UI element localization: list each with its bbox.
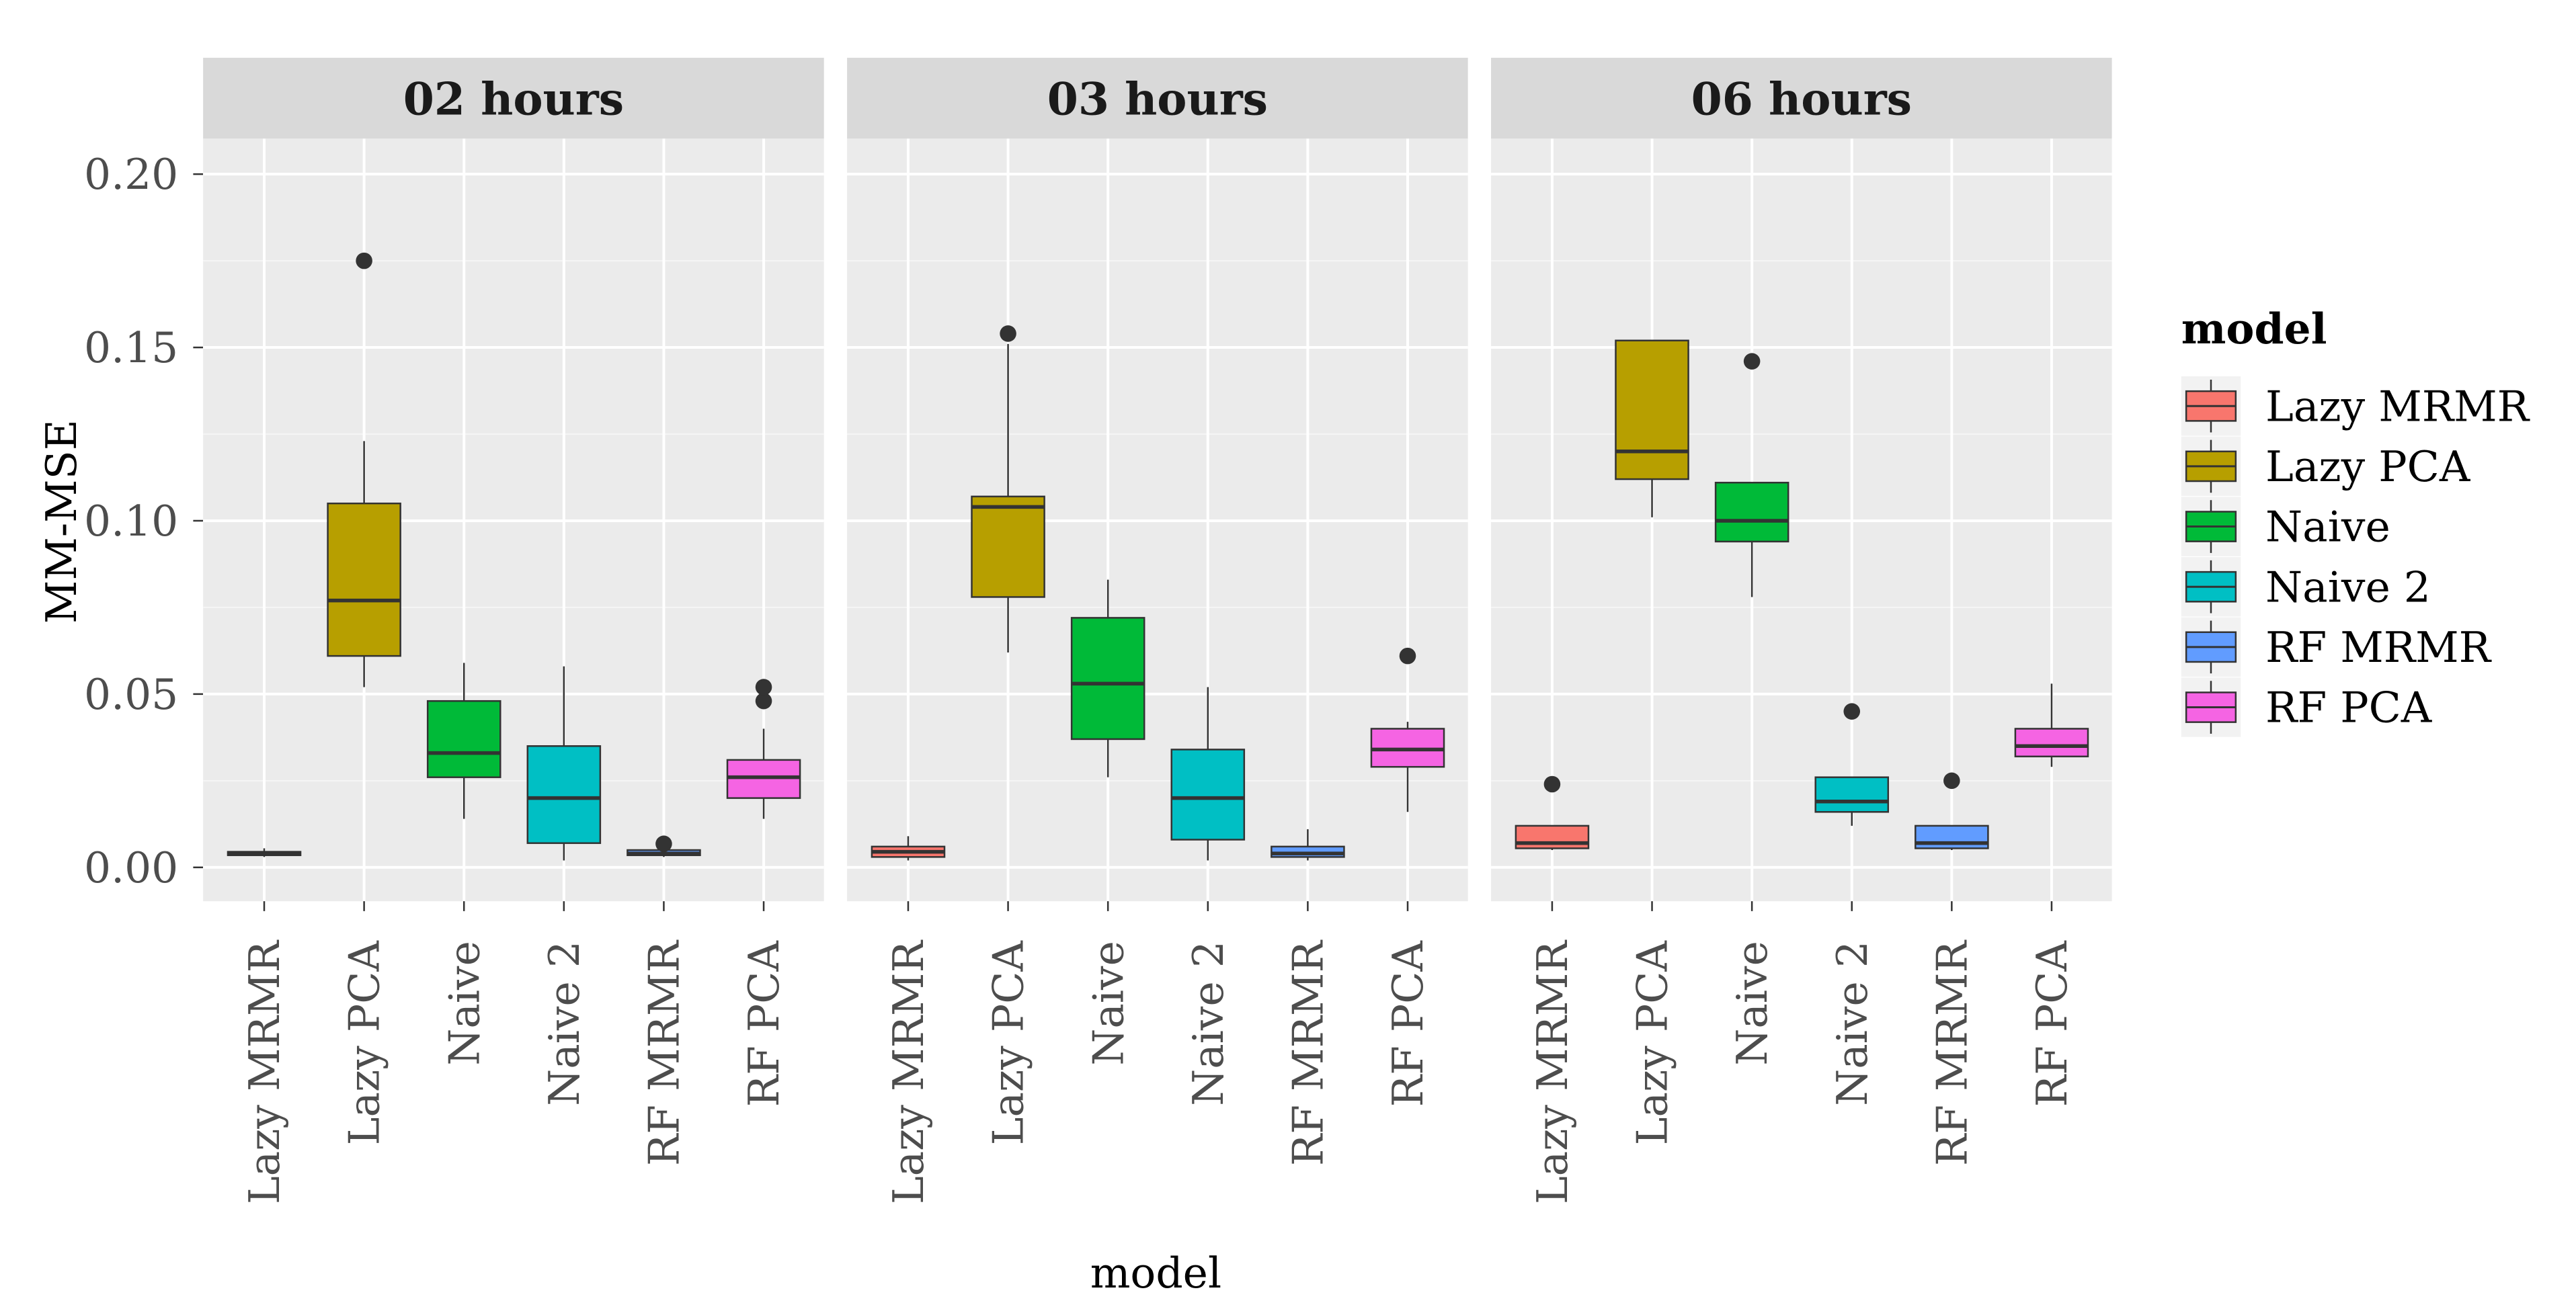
legend-label: Lazy PCA: [2265, 442, 2471, 491]
legend-item-lazy-pca: Lazy PCA: [2181, 436, 2471, 497]
y-tick-label: 0.05: [84, 670, 178, 719]
facet-title: 06 hours: [1691, 73, 1912, 126]
box-rf-mrmr: [1915, 772, 1989, 850]
box-rf-mrmr: [1271, 829, 1345, 861]
outlier-point: [755, 679, 772, 695]
legend-label: RF MRMR: [2265, 623, 2492, 672]
y-tick-label: 0.20: [84, 150, 178, 199]
legend-item-rf-mrmr: RF MRMR: [2181, 617, 2492, 677]
legend-label: Naive 2: [2265, 562, 2431, 612]
facet-strip: [847, 57, 1468, 139]
box-naive-2: [526, 666, 602, 861]
legend-label: Naive: [2265, 503, 2390, 552]
outlier-point: [755, 692, 772, 710]
box-iqr: [1170, 749, 1246, 841]
x-tick-label: RF MRMR: [640, 940, 689, 1167]
legend-label: RF PCA: [2265, 683, 2433, 732]
x-tick-label: RF MRMR: [1283, 940, 1332, 1167]
x-tick-label: RF PCA: [1383, 940, 1433, 1107]
x-tick-label: Lazy MRMR: [240, 940, 289, 1205]
x-tick-label: Naive: [1728, 941, 1777, 1066]
box-rf-pca: [1370, 647, 1445, 812]
box-naive-2: [1170, 687, 1246, 861]
box-iqr: [526, 745, 602, 844]
y-tick-label: 0.10: [84, 497, 178, 546]
box-iqr: [971, 495, 1045, 598]
panel-06-hours: 06 hours Lazy MRMR Lazy PCA Naive Naive 2 RF …: [1491, 57, 2112, 1205]
facet-strip: [203, 57, 824, 139]
y-tick-label: 0.15: [84, 323, 178, 372]
box-naive: [1714, 353, 1789, 597]
panel-02-hours: 02 hours Lazy MRMR Lazy PCA Naive Naive 2 RF …: [203, 57, 824, 1205]
box-iqr: [1070, 617, 1145, 741]
box-lazy-pca: [327, 252, 401, 687]
box-naive: [426, 663, 501, 819]
legend-item-lazy-mrmr: Lazy MRMR: [2181, 376, 2530, 436]
x-tick-label: Lazy MRMR: [1528, 940, 1577, 1205]
box-naive: [1070, 579, 1145, 777]
outlier-point: [1943, 772, 1960, 790]
box-iqr: [1714, 481, 1789, 543]
box-lazy-pca: [1615, 339, 1689, 517]
outlier-point: [1399, 647, 1416, 665]
box-lazy-mrmr: [227, 848, 302, 857]
facet-strip: [1491, 57, 2112, 139]
box-iqr: [1615, 339, 1689, 480]
x-tick-label: RF PCA: [739, 940, 789, 1107]
box-rf-pca: [726, 679, 801, 819]
x-tick-label: Lazy PCA: [984, 940, 1033, 1146]
outlier-point: [655, 835, 672, 852]
box-lazy-pca: [971, 325, 1045, 652]
outlier-point: [1843, 703, 1861, 720]
facet-title: 02 hours: [403, 73, 624, 126]
panel-03-hours: 03 hours Lazy MRMR Lazy PCA Naive Naive 2 RF …: [847, 57, 1468, 1205]
box-lazy-mrmr: [1515, 775, 1590, 850]
x-tick-label: Lazy PCA: [1628, 940, 1677, 1146]
x-tick-label: Naive 2: [540, 941, 589, 1106]
facet-title: 03 hours: [1047, 73, 1268, 126]
box-iqr: [426, 700, 501, 778]
y-axis-title: MM-MSE: [37, 419, 86, 624]
box-rf-pca: [2014, 683, 2089, 767]
box-iqr: [327, 502, 401, 657]
x-axis-title: model: [1090, 1249, 1221, 1298]
x-tick-label: Lazy MRMR: [884, 940, 933, 1205]
outlier-point: [1743, 353, 1761, 370]
outlier-point: [356, 252, 372, 269]
x-tick-label: Naive: [1084, 941, 1133, 1066]
x-tick-label: RF MRMR: [1927, 940, 1976, 1167]
legend-title: model: [2181, 304, 2327, 353]
legend-item-rf-pca: RF PCA: [2181, 677, 2433, 737]
box-rf-mrmr: [627, 835, 701, 857]
outlier-point: [1000, 325, 1016, 342]
x-tick-label: Naive 2: [1184, 941, 1233, 1106]
legend-label: Lazy MRMR: [2265, 382, 2530, 431]
box-lazy-mrmr: [871, 836, 946, 861]
box-naive-2: [1814, 703, 1890, 826]
y-tick-label: 0.00: [84, 843, 178, 892]
x-tick-label: Naive: [440, 941, 489, 1066]
box-iqr: [2014, 728, 2089, 757]
legend-item-naive-2: Naive 2: [2181, 557, 2431, 617]
x-tick-label: RF PCA: [2027, 940, 2077, 1107]
legend-item-naive: Naive: [2181, 497, 2390, 556]
outlier-point: [1543, 775, 1561, 793]
box-iqr: [1814, 776, 1890, 813]
legend: model Lazy MRMR Lazy PCA Naive Naive 2 RF MRM…: [2181, 304, 2530, 737]
x-tick-label: Naive 2: [1828, 941, 1877, 1106]
x-tick-label: Lazy PCA: [340, 940, 389, 1146]
